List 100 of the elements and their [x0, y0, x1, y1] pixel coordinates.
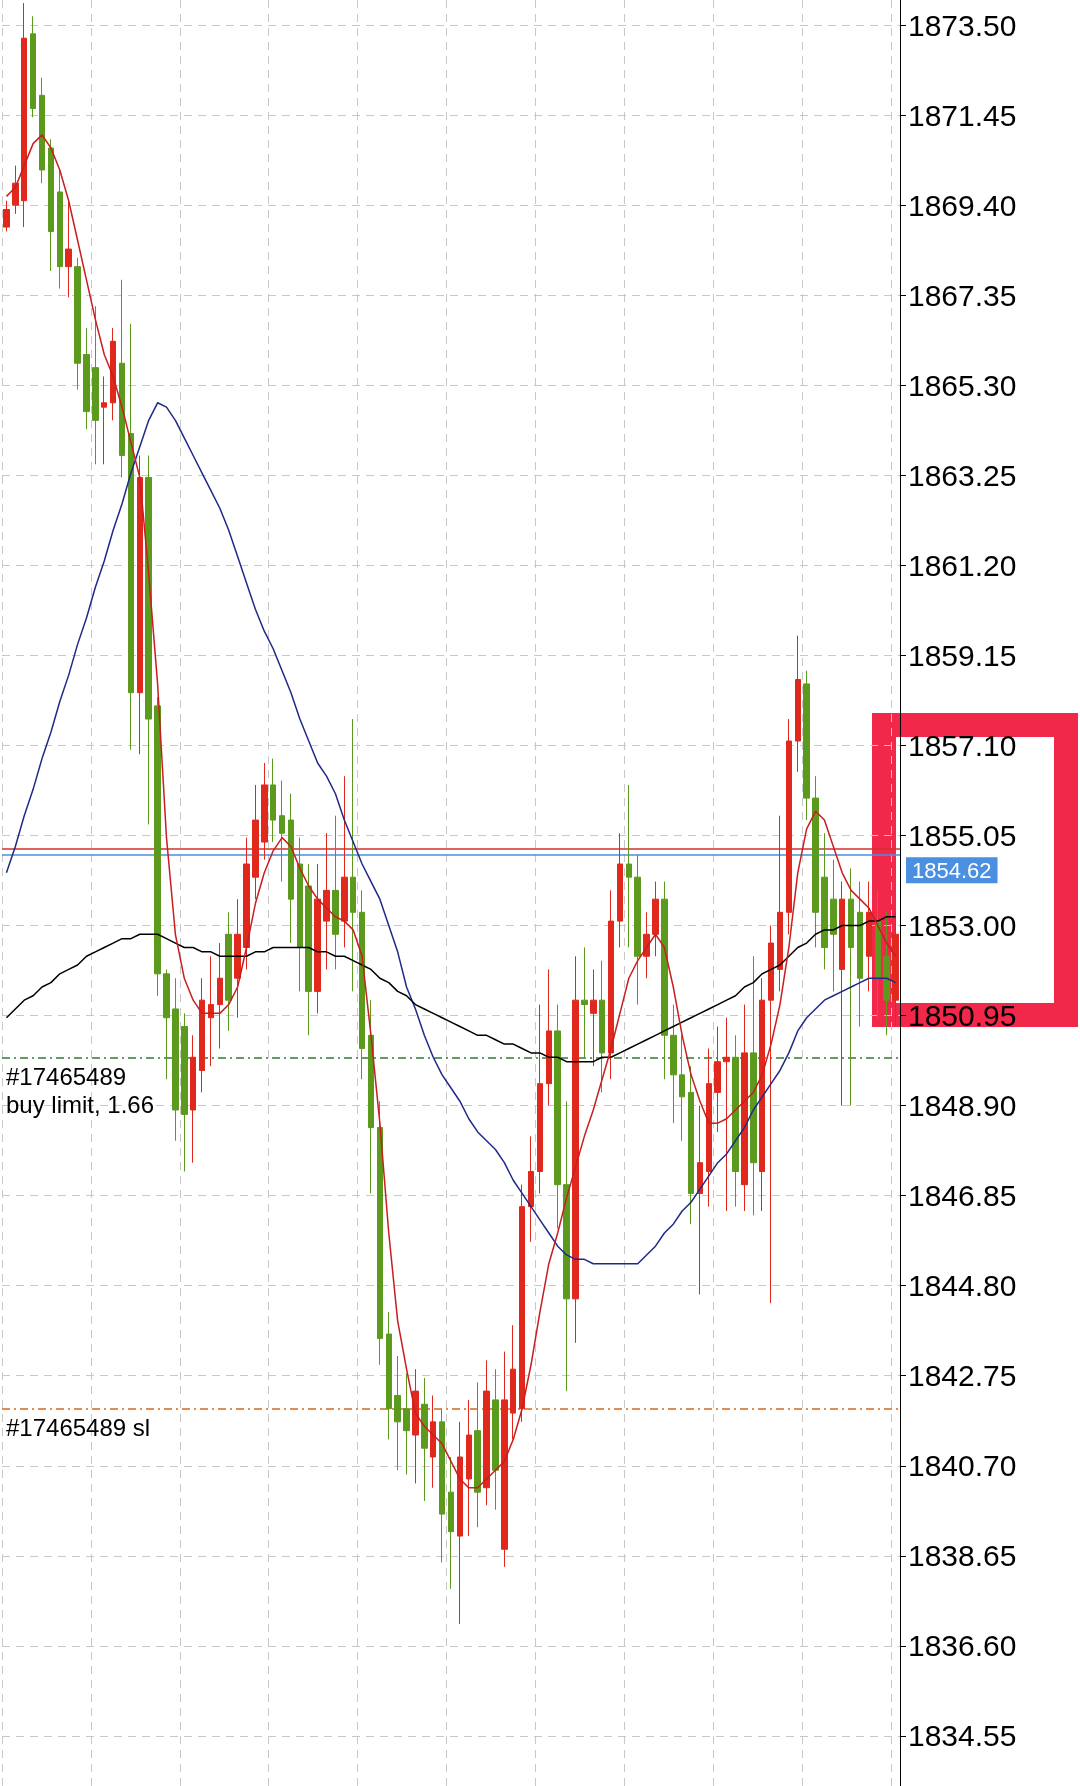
candlestick [492, 1368, 499, 1511]
candlestick [163, 968, 170, 1080]
candlestick [305, 863, 312, 1036]
candlestick [608, 889, 614, 1080]
y-tick-label: 1859.15 [908, 638, 1017, 672]
candlestick [92, 305, 99, 465]
y-tick-label: 1865.30 [908, 368, 1017, 402]
line-series [5, 402, 897, 1265]
y-tick-label: 1857.10 [908, 728, 1017, 762]
candlestick [768, 925, 774, 1304]
y-tick-label: 1853.00 [908, 909, 1017, 942]
candlestick [154, 696, 161, 997]
y-tick-label: 1840.70 [908, 1449, 1017, 1483]
y-tick-label: 1836.60 [908, 1629, 1017, 1663]
candlestick [137, 455, 143, 755]
candlestick [270, 758, 276, 843]
line-series [5, 915, 897, 1063]
y-tick-label: 1873.50 [908, 8, 1017, 42]
candlestick [341, 775, 348, 948]
candlestick [368, 999, 374, 1194]
candlestick [883, 911, 890, 1036]
candlestick [314, 863, 321, 1014]
y-tick-label: 1850.95 [908, 999, 1017, 1033]
candlestick [510, 1324, 516, 1440]
candlestick [48, 138, 54, 272]
candlestick [537, 1004, 543, 1194]
candlestick [875, 889, 881, 1019]
candlestick [714, 1026, 721, 1133]
candlestick [199, 977, 205, 1093]
y-tick-label: 1848.90 [908, 1089, 1017, 1123]
candlestick [519, 1184, 525, 1423]
candlestick [217, 942, 223, 1049]
candlestick [457, 1421, 463, 1625]
candlestick [448, 1456, 454, 1590]
ref-line-label: 1854.62 [912, 857, 992, 883]
candlestick [332, 815, 339, 970]
candlestick [243, 837, 250, 970]
candlestick [252, 784, 259, 900]
candlestick [750, 955, 757, 1216]
candlestick [466, 1399, 472, 1537]
candlestick [501, 1351, 508, 1568]
candlestick [643, 911, 650, 979]
candlestick [12, 165, 19, 215]
candlestick [288, 793, 294, 944]
candlestick [848, 867, 854, 1107]
y-tick-label: 1844.80 [908, 1269, 1017, 1303]
y-tick-label: 1861.20 [908, 548, 1017, 582]
candlestick [830, 859, 837, 992]
candlestick [528, 1135, 534, 1243]
candlestick [546, 968, 552, 1107]
candlestick [795, 635, 801, 773]
candlestick [3, 200, 10, 232]
candlestick [786, 718, 792, 935]
candlestick [821, 832, 828, 970]
candlestick [679, 1034, 685, 1142]
candlestick [57, 169, 63, 290]
candlestick [208, 955, 214, 1067]
candlestick [723, 1017, 730, 1212]
candlestick [279, 780, 285, 883]
candlestick [688, 1065, 694, 1225]
candlestick [350, 718, 356, 992]
candlestick [119, 279, 125, 478]
y-tick-label: 1834.55 [908, 1719, 1017, 1753]
candlestick [181, 1012, 188, 1172]
candlestick [403, 1373, 410, 1476]
candlestick [101, 375, 107, 465]
candlestick [474, 1381, 481, 1528]
candlestick [599, 960, 605, 1093]
candlestick [617, 832, 623, 948]
candlestick [439, 1408, 445, 1563]
candlestick [892, 911, 899, 1028]
candlestick [759, 977, 765, 1212]
candlestick [741, 1004, 748, 1212]
candlestick [634, 854, 641, 1006]
candlestick [297, 837, 303, 992]
candlestick [394, 1355, 401, 1471]
y-tick-label: 1863.25 [908, 458, 1017, 492]
ref-line-label: #17465489 sl [6, 1413, 151, 1441]
candlestick [626, 784, 632, 948]
candlestick [839, 881, 845, 1107]
candlestick [732, 1034, 739, 1208]
candlestick [190, 1034, 196, 1164]
candlestick [697, 1105, 703, 1295]
candlestick [812, 775, 819, 948]
candlestick [65, 200, 72, 298]
candlestick [661, 881, 668, 1080]
candlestick [554, 1004, 561, 1230]
y-tick-label: 1846.85 [908, 1179, 1017, 1213]
candlestick [145, 455, 152, 825]
candlestick [777, 815, 783, 992]
candlestick [261, 762, 268, 861]
candlestick [386, 1311, 392, 1440]
line-series [5, 134, 897, 1489]
candlestick [670, 1004, 677, 1124]
candlestick [412, 1368, 419, 1484]
candlestick [563, 1100, 570, 1392]
y-tick-label: 1871.45 [908, 98, 1017, 132]
candlestick [421, 1377, 428, 1502]
candlestick [572, 955, 579, 1344]
candlestick [803, 670, 810, 821]
